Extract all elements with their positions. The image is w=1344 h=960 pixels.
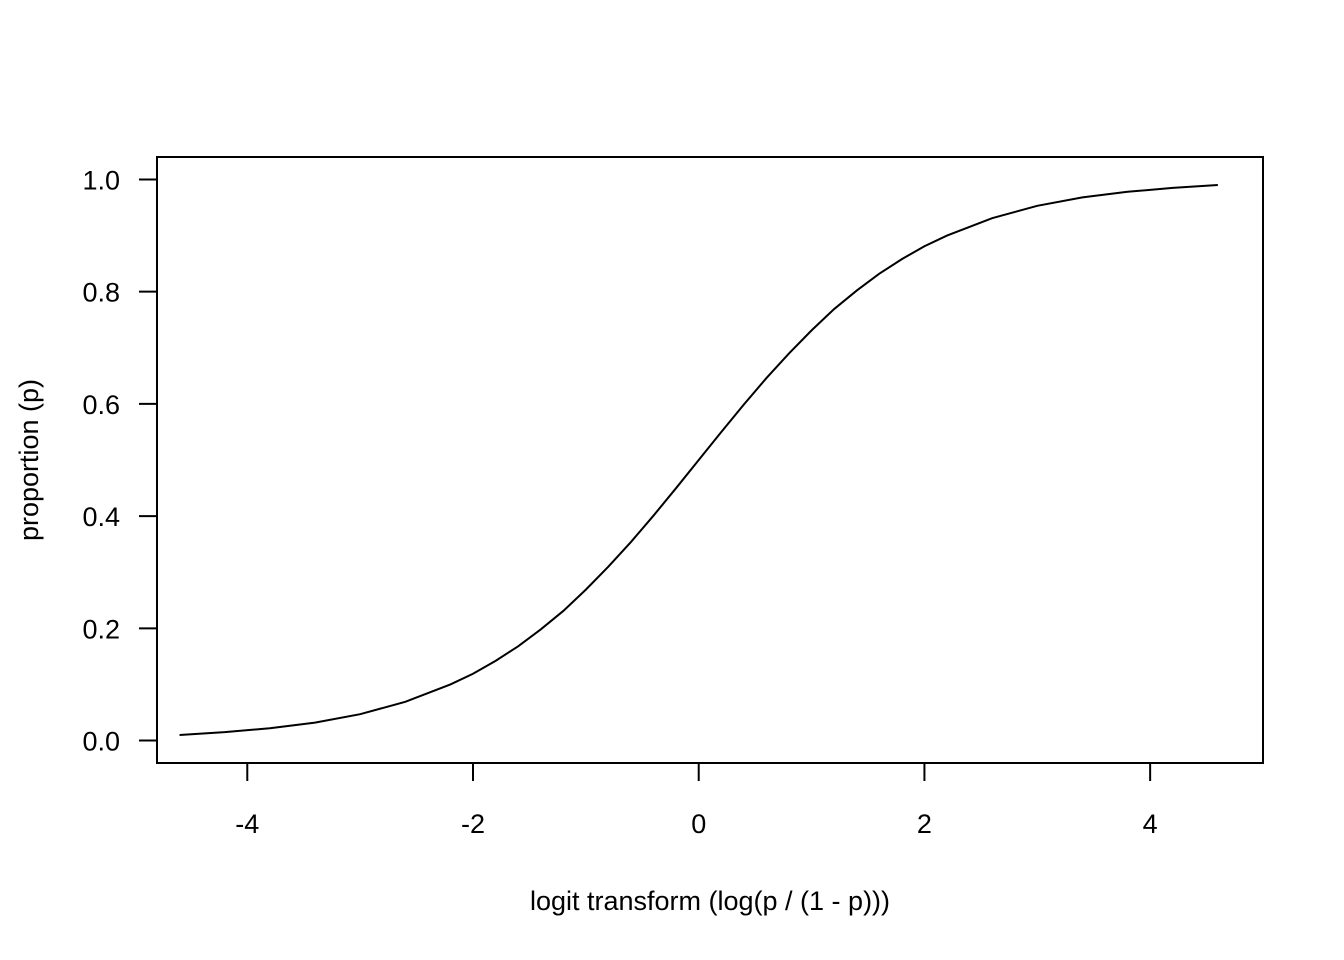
y-tick-label: 0.0 — [82, 727, 120, 757]
series-line — [179, 184, 1218, 736]
x-tick-label: -2 — [461, 809, 485, 839]
x-tick-label: 0 — [691, 809, 706, 839]
y-axis: 0.0 0.2 0.4 0.6 0.8 1.0 — [82, 165, 157, 757]
y-tick-label: 0.6 — [82, 390, 120, 420]
y-tick-label: 0.4 — [82, 502, 120, 532]
plot-frame — [156, 156, 1264, 764]
y-tick-label: 1.0 — [82, 165, 120, 195]
y-tick-label: 0.2 — [82, 614, 120, 644]
x-tick-label: 4 — [1143, 809, 1158, 839]
x-axis-title: logit transform (log(p / (1 - p))) — [530, 886, 890, 916]
x-tick-label: 2 — [917, 809, 932, 839]
y-axis-title: proportion (p) — [14, 379, 44, 541]
x-axis: -4 -2 0 2 4 — [235, 763, 1158, 839]
y-tick-label: 0.8 — [82, 278, 120, 308]
x-tick-label: -4 — [235, 809, 259, 839]
